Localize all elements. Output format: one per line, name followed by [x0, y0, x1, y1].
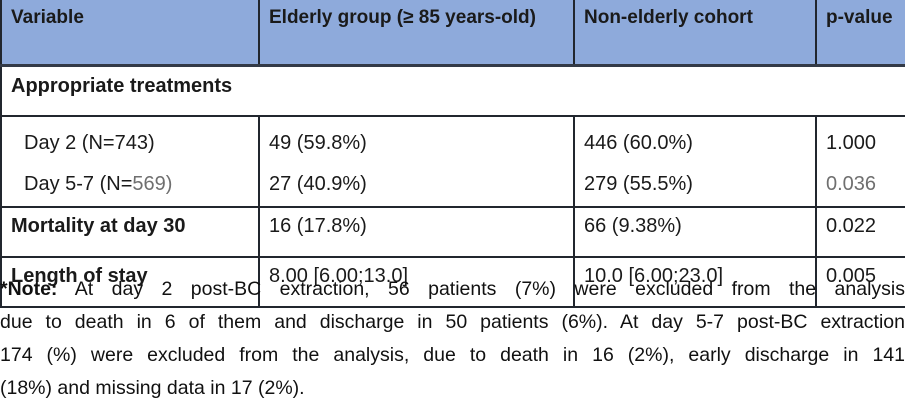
cell-days-p-values: 1.000 0.036	[816, 116, 905, 208]
col-header-p-value: p-value	[816, 0, 905, 67]
value-los-elderly: 8.00 [6.00;13.0]	[259, 257, 575, 307]
table-header: Variable Elderly group (≥ 85 years-old) …	[1, 0, 905, 67]
day57-label-main: Day 5-7 (N=	[24, 173, 133, 195]
row-label-day2: Day 2 (N=743)	[24, 132, 155, 154]
table-row-days: Day 2 (N=743) Day 5-7 (N=569) 49 (59.8%)…	[1, 116, 905, 208]
cell-days-elderly: 49 (59.8%) 27 (40.9%)	[259, 116, 575, 208]
table-body: Appropriate treatments Day 2 (N=743) Day…	[1, 65, 905, 307]
col-header-non-elderly: Non-elderly cohort	[574, 0, 817, 67]
value-mortality-p: 0.022	[816, 207, 905, 258]
value-mortality-elderly: 16 (17.8%)	[259, 207, 575, 258]
value-day57-elderly: 27 (40.9%)	[269, 173, 367, 195]
section-title: Appropriate treatments	[1, 65, 905, 117]
value-day57-non-elderly: 279 (55.5%)	[584, 173, 693, 195]
row-label-day57: Day 5-7 (N=569)	[11, 164, 252, 205]
row-label-length-of-stay: Length of stay	[1, 257, 260, 307]
table-header-row: Variable Elderly group (≥ 85 years-old) …	[1, 0, 905, 67]
footnote: *Note: At day 2 post-BC extraction, 56 p…	[0, 273, 905, 404]
outcomes-table: Variable Elderly group (≥ 85 years-old) …	[0, 0, 905, 308]
footnote-line-3: 174 (%) were excluded from the analysis,…	[0, 344, 905, 366]
table-row-length-of-stay: Length of stay 8.00 [6.00;13.0] 10.0 [6.…	[1, 257, 905, 307]
footnote-line-2: due to death in 6 of them and discharge …	[0, 311, 905, 333]
value-los-p: 0.005	[826, 265, 877, 287]
footnote-line-1: *Note: At day 2 post-BC extraction, 56 p…	[0, 273, 905, 306]
day57-label-n: 569)	[132, 173, 173, 195]
cell-days-non-elderly: 446 (60.0%) 279 (55.5%)	[574, 116, 817, 208]
footnote-line-1-text: At day 2 post-BC extraction, 56 patients…	[74, 278, 905, 300]
section-row-appropriate-treatments: Appropriate treatments	[1, 65, 905, 117]
value-mortality-non-elderly: 66 (9.38%)	[574, 207, 817, 258]
row-label-mortality: Mortality at day 30	[1, 207, 260, 258]
footnote-label: *Note:	[0, 278, 58, 300]
footnote-line-4: (18%) and missing data in 17 (2%).	[0, 377, 305, 399]
value-day2-p: 1.000	[826, 132, 877, 154]
value-day2-elderly: 49 (59.8%)	[269, 132, 367, 154]
value-day57-p: 0.036	[826, 173, 877, 195]
table-row-mortality: Mortality at day 30 16 (17.8%) 66 (9.38%…	[1, 207, 905, 258]
value-day2-non-elderly: 446 (60.0%)	[584, 132, 693, 154]
col-header-elderly-group: Elderly group (≥ 85 years-old)	[259, 0, 575, 67]
cell-day-labels: Day 2 (N=743) Day 5-7 (N=569)	[1, 116, 260, 208]
col-header-variable: Variable	[1, 0, 260, 67]
value-los-non-elderly: 10.0 [6.00;23.0]	[574, 257, 817, 307]
